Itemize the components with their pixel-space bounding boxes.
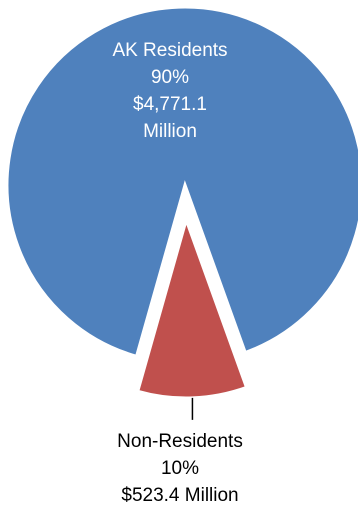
pie-slice-non-residents: [135, 215, 249, 400]
slice-label-non-residents: Non-Residents 10% $523.4 Million: [60, 428, 300, 509]
slice-percent-non-residents: 10%: [160, 458, 200, 479]
slice-amount-non-residents: $523.4 Million: [121, 485, 239, 506]
slice-percent-ak-residents: 90%: [150, 67, 190, 88]
slice-name-non-residents: Non-Residents: [117, 431, 243, 452]
pie-slice-ak-residents: [5, 5, 358, 359]
slice-name-ak-residents: AK Residents: [112, 40, 228, 61]
slice-label-ak-residents: AK Residents 90% $4,771.1 Million: [60, 37, 280, 145]
slice-amount-unit-ak-residents: Million: [143, 121, 197, 142]
slice-amount-ak-residents: $4,771.1: [133, 94, 207, 115]
